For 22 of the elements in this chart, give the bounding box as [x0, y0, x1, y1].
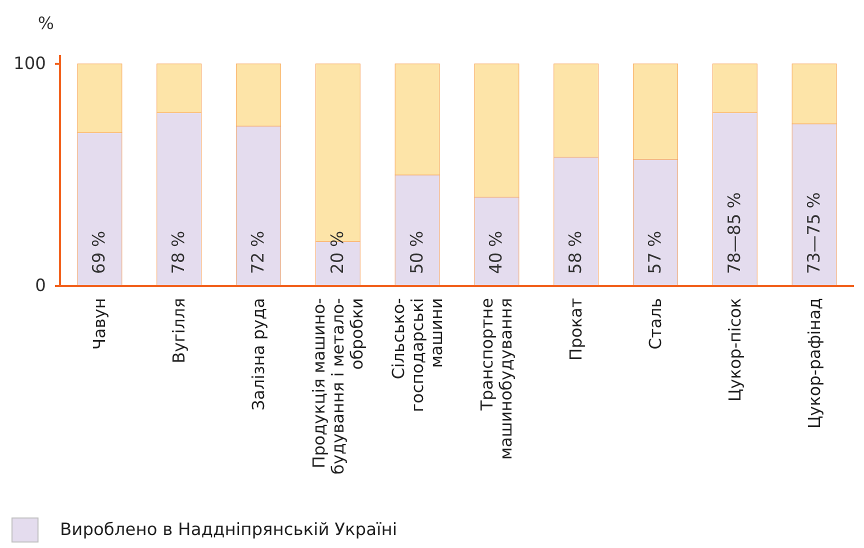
data-label: 57 % [646, 230, 666, 274]
data-label: 20 % [328, 230, 348, 274]
legend-label: Вироблено в Наддніпрянській Україні [60, 520, 398, 540]
x-tick-label: Цукор-пісок [725, 298, 744, 402]
data-label: 72 % [248, 230, 268, 274]
data-label: 58 % [566, 230, 586, 274]
data-label: 50 % [407, 230, 428, 274]
data-label: 73—75 % [804, 192, 824, 274]
x-tick-label: Продукція машино- будування і метало- обробки [309, 298, 366, 474]
x-tick-label: Вугілля [170, 298, 189, 364]
x-tick-label: Залізна руда [249, 298, 268, 410]
data-label: 78—85 % [724, 192, 745, 274]
x-tick-label: Чавун [90, 298, 110, 350]
y-tick-label: 100 [14, 54, 46, 74]
data-label: 78 % [169, 230, 190, 274]
x-tick-label: Сталь [646, 298, 665, 350]
x-tick-label: Прокат [566, 298, 586, 361]
y-axis-title: % [38, 14, 54, 34]
x-tick-label: Цукор-рафінад [804, 298, 824, 429]
data-label: 69 % [90, 230, 110, 274]
y-tick-label: 0 [35, 276, 46, 296]
data-label: 40 % [486, 230, 507, 274]
